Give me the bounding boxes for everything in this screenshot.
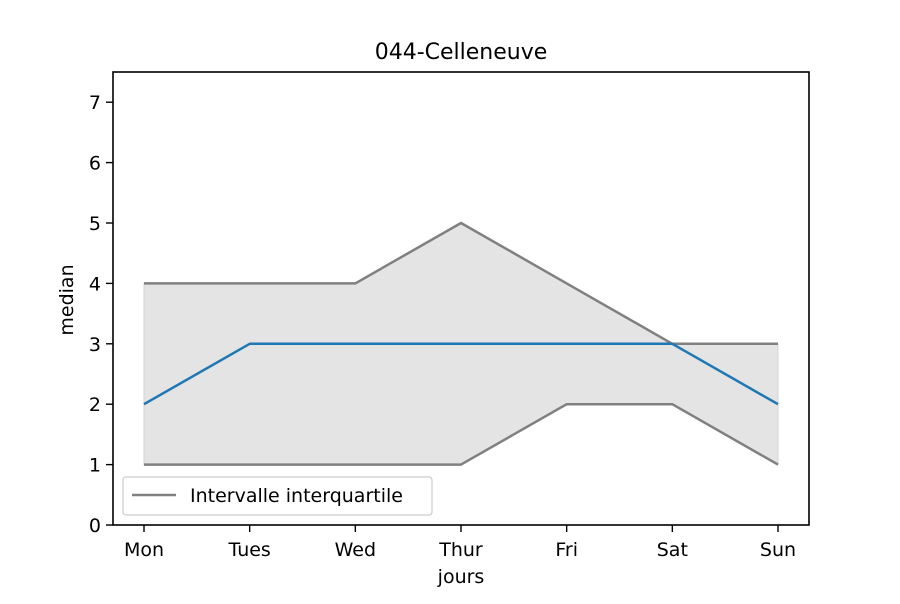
y-tick-label: 2 bbox=[89, 394, 101, 416]
x-tick-label-fri: Fri bbox=[555, 539, 578, 561]
x-tick-label-tues: Tues bbox=[227, 539, 270, 561]
y-tick-label: 4 bbox=[89, 273, 101, 295]
y-tick-label: 7 bbox=[89, 92, 101, 114]
x-tick-label-wed: Wed bbox=[335, 539, 376, 561]
y-tick-label: 0 bbox=[89, 515, 101, 537]
y-axis-label: median bbox=[56, 264, 78, 335]
y-tick-label: 3 bbox=[89, 334, 101, 356]
x-axis-label: jours bbox=[437, 566, 485, 588]
y-tick-label: 5 bbox=[89, 213, 101, 235]
y-tick-label: 6 bbox=[89, 153, 101, 175]
y-tick-label: 1 bbox=[89, 455, 101, 477]
x-tick-label-mon: Mon bbox=[124, 539, 164, 561]
plot-area: 0 1 2 3 4 5 6 7 Mon Tues Wed Thur Fri Sat Sun Intervall… bbox=[89, 72, 809, 561]
legend-label: Intervalle interquartile bbox=[190, 485, 403, 507]
x-tick-label-sun: Sun bbox=[760, 539, 796, 561]
x-tick-label-sat: Sat bbox=[657, 539, 688, 561]
chart-title: 044-Celleneuve bbox=[375, 40, 548, 65]
x-tick-label-thur: Thur bbox=[438, 539, 483, 561]
